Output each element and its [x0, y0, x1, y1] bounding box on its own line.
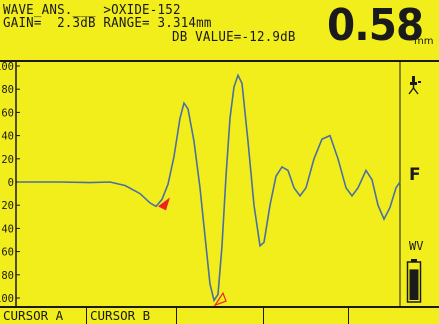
waveform-display: 100 80 60 40 20 0 -20 -40 -60 -80 -100 F WV [0, 60, 439, 306]
thickness-reading: 0.58 [327, 0, 424, 51]
cursor-b-softkey[interactable]: CURSOR B [87, 308, 177, 324]
waveform-trace [18, 73, 401, 303]
softkey-4[interactable] [264, 308, 349, 324]
y-tick-label: 0 [8, 177, 14, 189]
reading-unit: mm [414, 36, 434, 47]
y-tick-label: -20 [0, 200, 14, 212]
y-tick-label: 60 [1, 107, 14, 119]
y-tick-label: 80 [1, 84, 14, 96]
y-tick-label: -100 [0, 293, 14, 305]
y-tick-label: 100 [0, 62, 14, 73]
y-tick-label: -80 [0, 270, 14, 282]
softkey-3[interactable] [177, 308, 264, 324]
waveform-plot: 100 80 60 40 20 0 -20 -40 -60 -80 -100 [0, 62, 422, 306]
cursor-a-softkey[interactable]: CURSOR A [0, 308, 87, 324]
cursor-a-marker[interactable] [158, 197, 170, 211]
softkey-bar: CURSOR A CURSOR B [0, 306, 439, 324]
db-value-label: DB VALUE=-12.9dB [172, 28, 296, 45]
probe-icon [408, 76, 421, 95]
gain-range-label: GAIN= 2.3dB RANGE= 3.314mm [3, 14, 212, 31]
battery-icon [406, 259, 422, 303]
measure-mode-label: F [409, 165, 421, 185]
file-setup-label: WAVE_ANS.___ >OXIDE-152 [3, 1, 181, 18]
y-tick-label: -40 [0, 223, 14, 235]
y-tick-label: 40 [1, 131, 14, 143]
y-tick-label: -60 [0, 247, 14, 259]
cursor-b-marker[interactable] [213, 291, 227, 306]
display-mode-label: WV [409, 239, 424, 253]
y-tick-label: 20 [1, 154, 14, 166]
y-axis-ticks: 100 80 60 40 20 0 -20 -40 -60 -80 -100 [0, 62, 20, 305]
